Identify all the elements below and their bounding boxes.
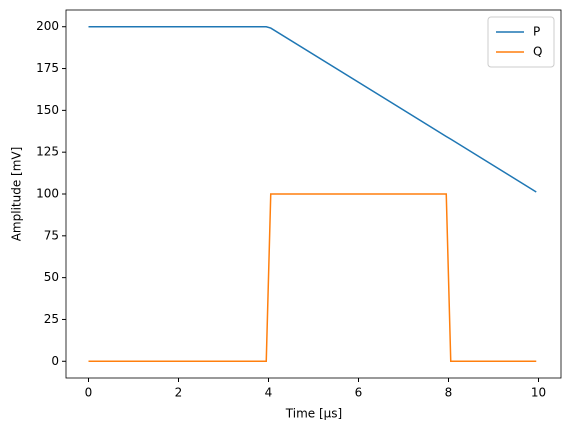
series-line bbox=[88, 193, 537, 363]
y-tick-label: 0 bbox=[51, 354, 59, 368]
x-tick-label: 4 bbox=[265, 386, 273, 400]
legend-label: Q bbox=[533, 45, 542, 59]
y-tick-label: 200 bbox=[36, 19, 59, 33]
plot-frame bbox=[65, 9, 562, 379]
legend-box bbox=[487, 16, 555, 68]
x-tick-label: 2 bbox=[175, 386, 183, 400]
y-tick-label: 25 bbox=[44, 312, 59, 326]
y-tick-label: 50 bbox=[44, 270, 59, 284]
y-tick-label: 100 bbox=[36, 187, 59, 201]
y-tick-label: 175 bbox=[36, 61, 59, 75]
x-tick-label: 0 bbox=[85, 386, 93, 400]
y-tick-label: 125 bbox=[36, 145, 59, 159]
x-axis-label: Time [µs] bbox=[285, 407, 342, 421]
x-tick-label: 8 bbox=[445, 386, 453, 400]
legend-label: P bbox=[533, 25, 540, 39]
x-tick-label: 6 bbox=[355, 386, 363, 400]
y-tick-label: 150 bbox=[36, 103, 59, 117]
y-tick-label: 75 bbox=[44, 228, 59, 242]
x-tick-label: 10 bbox=[531, 386, 546, 400]
series-line bbox=[88, 25, 537, 193]
y-axis-label: Amplitude [mV] bbox=[10, 147, 24, 242]
